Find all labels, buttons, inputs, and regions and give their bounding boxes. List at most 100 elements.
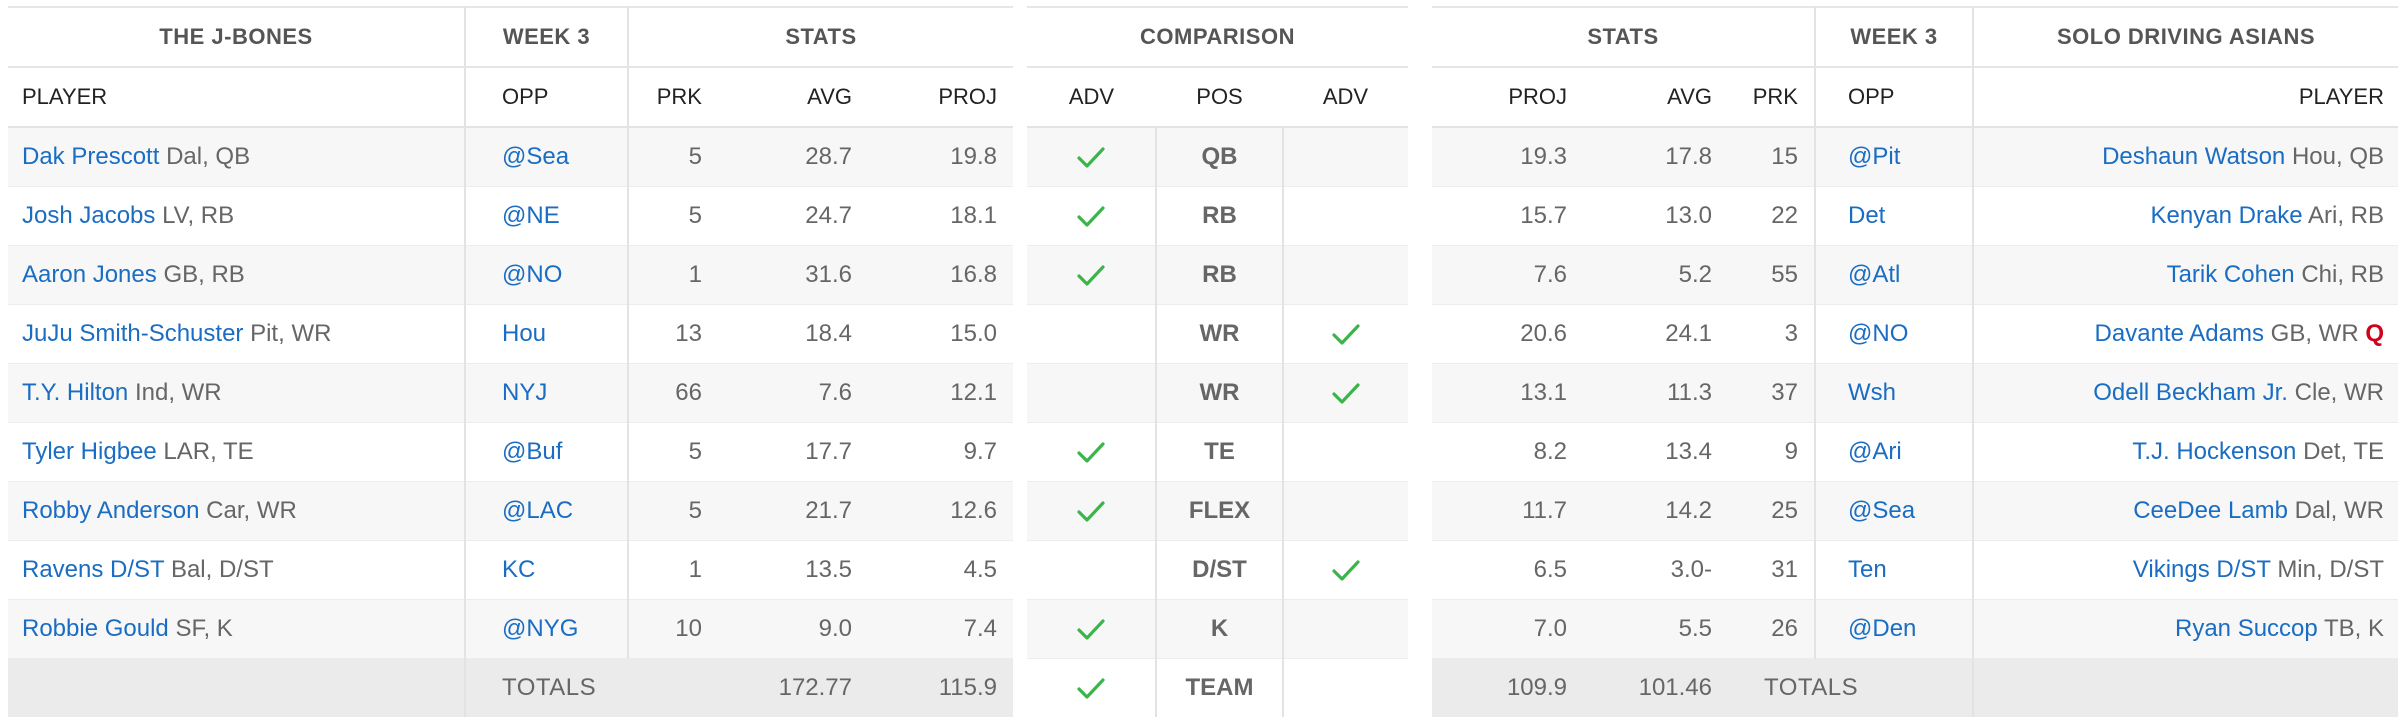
comparison-col-adv-left: ADV: [1027, 67, 1156, 127]
right-col-player[interactable]: PLAYER: [1973, 67, 2398, 127]
opponent-cell: @Atl: [1815, 246, 1973, 305]
left-col-proj[interactable]: PROJ: [868, 67, 1013, 127]
player-name-link[interactable]: Robby Anderson: [22, 497, 199, 524]
opponent-link[interactable]: Hou: [502, 320, 546, 347]
left-week-label: WEEK 3: [465, 7, 628, 67]
left-totals-proj: 115.9: [868, 659, 1013, 717]
opponent-link[interactable]: @Ari: [1848, 438, 1902, 465]
opponent-link[interactable]: @NE: [502, 202, 560, 229]
player-proj: 18.1: [868, 187, 1013, 246]
player-name-link[interactable]: Vikings D/ST: [2133, 556, 2271, 583]
opponent-cell: @NO: [465, 246, 628, 305]
left-advantage: [1027, 364, 1156, 423]
right-totals-empty: [1973, 659, 2398, 717]
player-avg: 3.0-: [1583, 541, 1728, 600]
comparison-row: TE: [1027, 423, 1408, 482]
player-name-link[interactable]: Deshaun Watson: [2102, 143, 2285, 170]
left-col-avg[interactable]: AVG: [718, 67, 868, 127]
player-prk: 31: [1728, 541, 1815, 600]
player-name-link[interactable]: Davante Adams: [2095, 320, 2264, 347]
right-team-name: SOLO DRIVING ASIANS: [1973, 7, 2398, 67]
left-team-name: THE J-BONES: [8, 7, 465, 67]
left-player-cell: Josh Jacobs LV, RB: [8, 187, 465, 246]
left-col-player[interactable]: PLAYER: [8, 67, 465, 127]
right-player-cell: Tarik Cohen Chi, RB: [1973, 246, 2398, 305]
comparison-row: D/ST: [1027, 541, 1408, 600]
player-name-link[interactable]: Kenyan Drake: [2151, 202, 2303, 229]
player-proj: 12.6: [868, 482, 1013, 541]
player-prk: 25: [1728, 482, 1815, 541]
right-totals-avg: 101.46: [1583, 659, 1728, 717]
player-avg: 17.7: [718, 423, 868, 482]
opponent-link[interactable]: KC: [502, 556, 535, 583]
opponent-link[interactable]: Ten: [1848, 556, 1887, 583]
player-avg: 5.2: [1583, 246, 1728, 305]
player-avg: 13.4: [1583, 423, 1728, 482]
player-prk: 5: [628, 187, 718, 246]
player-name-link[interactable]: Dak Prescott: [22, 143, 159, 170]
right-advantage: [1283, 187, 1408, 246]
opponent-link[interactable]: NYJ: [502, 379, 547, 406]
opponent-link[interactable]: @Den: [1848, 615, 1916, 642]
right-col-prk[interactable]: PRK: [1728, 67, 1815, 127]
comparison-row: FLEX: [1027, 482, 1408, 541]
player-name-link[interactable]: T.Y. Hilton: [22, 379, 128, 406]
opponent-link[interactable]: @Pit: [1848, 143, 1900, 170]
player-name-link[interactable]: T.J. Hockenson: [2132, 438, 2296, 465]
right-col-proj[interactable]: PROJ: [1432, 67, 1583, 127]
opponent-link[interactable]: Det: [1848, 202, 1885, 229]
player-name-link[interactable]: Robbie Gould: [22, 615, 169, 642]
opponent-link[interactable]: @NO: [1848, 320, 1908, 347]
player-name-link[interactable]: Odell Beckham Jr.: [2093, 379, 2288, 406]
player-name-link[interactable]: Ryan Succop: [2175, 615, 2318, 642]
player-prk: 3: [1728, 305, 1815, 364]
player-name-link[interactable]: Ravens D/ST: [22, 556, 164, 583]
right-player-cell: Davante Adams GB, WR Q: [1973, 305, 2398, 364]
opponent-link[interactable]: @Atl: [1848, 261, 1900, 288]
opponent-cell: @Sea: [465, 127, 628, 187]
opponent-link[interactable]: Wsh: [1848, 379, 1896, 406]
player-avg: 13.0: [1583, 187, 1728, 246]
opponent-cell: @Buf: [465, 423, 628, 482]
left-col-prk[interactable]: PRK: [628, 67, 718, 127]
opponent-link[interactable]: @NYG: [502, 615, 578, 642]
player-name-link[interactable]: Tarik Cohen: [2167, 261, 2295, 288]
left-col-opp[interactable]: OPP: [465, 67, 628, 127]
right-col-opp[interactable]: OPP: [1815, 67, 1973, 127]
right-advantage: [1283, 364, 1408, 423]
position-label: TE: [1156, 423, 1283, 482]
player-team-position: TB, K: [2324, 615, 2384, 642]
player-avg: 21.7: [718, 482, 868, 541]
right-advantage: [1283, 482, 1408, 541]
opponent-cell: @Pit: [1815, 127, 1973, 187]
player-team-position: GB, WR: [2271, 320, 2359, 347]
opponent-link[interactable]: @NO: [502, 261, 562, 288]
right-col-avg[interactable]: AVG: [1583, 67, 1728, 127]
opponent-link[interactable]: @LAC: [502, 497, 573, 524]
opponent-link[interactable]: @Buf: [502, 438, 562, 465]
player-prk: 26: [1728, 600, 1815, 659]
player-avg: 28.7: [718, 127, 868, 187]
left-totals-empty: [8, 659, 465, 717]
player-name-link[interactable]: Aaron Jones: [22, 261, 157, 288]
player-name-link[interactable]: Josh Jacobs: [22, 202, 155, 229]
opponent-cell: @Sea: [1815, 482, 1973, 541]
player-name-link[interactable]: CeeDee Lamb: [2133, 497, 2288, 524]
player-avg: 18.4: [718, 305, 868, 364]
player-proj: 15.0: [868, 305, 1013, 364]
right-advantage: [1283, 246, 1408, 305]
right-player-cell: CeeDee Lamb Dal, WR: [1973, 482, 2398, 541]
opponent-link[interactable]: @Sea: [502, 143, 569, 170]
team-label: TEAM: [1156, 659, 1283, 717]
opponent-link[interactable]: @Sea: [1848, 497, 1915, 524]
position-label: K: [1156, 600, 1283, 659]
player-name-link[interactable]: JuJu Smith-Schuster: [22, 320, 243, 347]
player-name-link[interactable]: Tyler Higbee: [22, 438, 157, 465]
player-avg: 7.6: [718, 364, 868, 423]
